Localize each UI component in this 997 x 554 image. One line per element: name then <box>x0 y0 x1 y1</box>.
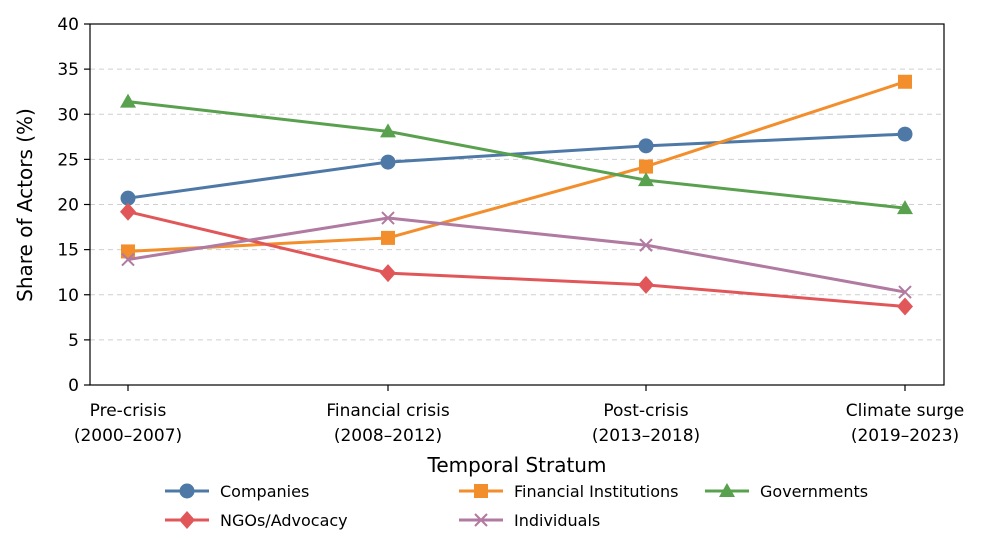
data-point-financial-institutions <box>898 74 912 89</box>
y-tick-label: 25 <box>57 150 79 170</box>
x-axis-title: Temporal Stratum <box>427 453 607 477</box>
data-point-individuals <box>121 252 135 267</box>
series-line-individuals <box>127 216 906 294</box>
series-line-governments <box>127 100 906 210</box>
y-axis-title: Share of Actors (%) <box>13 108 37 302</box>
legend-item-governments: Governments <box>705 482 868 501</box>
series-ngos-advocacy <box>120 202 913 316</box>
y-tick-label: 35 <box>57 60 79 80</box>
legend-label: NGOs/Advocacy <box>220 511 348 530</box>
legend-marker <box>179 483 195 499</box>
data-point-governments <box>380 123 396 138</box>
data-point-companies <box>380 154 396 170</box>
legend-marker <box>719 483 735 497</box>
data-point-companies <box>897 126 913 142</box>
data-point-financial-institutions <box>639 159 653 174</box>
legend-label: Governments <box>760 482 868 501</box>
data-point-companies <box>638 138 654 154</box>
y-tick-label: 10 <box>57 286 79 306</box>
y-tick-label: 40 <box>57 15 79 35</box>
data-point-ngos-advocacy <box>638 275 654 294</box>
legend-label: Financial Institutions <box>514 482 678 501</box>
legend-label: Individuals <box>514 511 600 530</box>
x-marker-stroke <box>121 252 135 267</box>
y-tick-label: 5 <box>68 331 79 351</box>
series-companies <box>120 126 913 206</box>
x-marker-stroke <box>898 285 912 299</box>
series-line-ngos-advocacy <box>127 210 906 308</box>
x-tick-label-period: (2008–2012) <box>334 426 442 446</box>
x-tick-label: Financial crisis <box>326 401 449 421</box>
x-tick-label-period: (2019–2023) <box>851 426 959 446</box>
legend-marker <box>179 511 195 529</box>
legend-item-companies: Companies <box>165 482 309 501</box>
x-tick-label: Climate surge <box>846 401 964 421</box>
axes: 0 5 10 15 20 25 30 35 40 Pre-crisis (2000–2007) Fin… <box>57 15 964 446</box>
data-point-ngos-advocacy <box>120 202 136 221</box>
x-tick-label-period: (2013–2018) <box>592 426 700 446</box>
data-point-governments <box>897 200 913 215</box>
legend-item-financial-institutions: Financial Institutions <box>459 482 678 501</box>
series-line-companies <box>127 132 906 200</box>
series-line-financial-institutions <box>127 80 906 253</box>
legend-marker <box>474 513 488 527</box>
y-tick-label: 0 <box>68 376 79 396</box>
x-marker-stroke <box>474 513 488 527</box>
series-individuals <box>121 211 912 299</box>
data-point-financial-institutions <box>381 230 395 245</box>
data-point-individuals <box>639 238 653 252</box>
legend-marker <box>474 484 488 498</box>
y-tick-label: 15 <box>57 241 79 261</box>
legend-item-individuals: Individuals <box>459 511 600 530</box>
data-point-ngos-advocacy <box>897 297 913 316</box>
x-tick-label: Pre-crisis <box>90 401 167 421</box>
x-tick-label: Post-crisis <box>603 401 688 421</box>
data-point-individuals <box>898 285 912 299</box>
legend-item-ngos-advocacy: NGOs/Advocacy <box>165 511 348 530</box>
legend-label: Companies <box>220 482 309 501</box>
y-tick-label: 30 <box>57 105 79 125</box>
legend: Companies Financial Institutions Governmen… <box>165 482 868 530</box>
series-group <box>120 74 913 316</box>
data-point-financial-institutions <box>121 244 135 259</box>
x-marker-stroke <box>381 211 395 225</box>
data-point-governments <box>120 93 136 108</box>
x-tick-label-period: (2000–2007) <box>74 426 182 446</box>
data-point-ngos-advocacy <box>380 264 396 283</box>
y-tick-label: 20 <box>57 196 79 216</box>
data-point-individuals <box>381 211 395 225</box>
x-marker-stroke <box>639 238 653 252</box>
series-governments <box>120 93 913 215</box>
data-point-governments <box>638 172 654 187</box>
